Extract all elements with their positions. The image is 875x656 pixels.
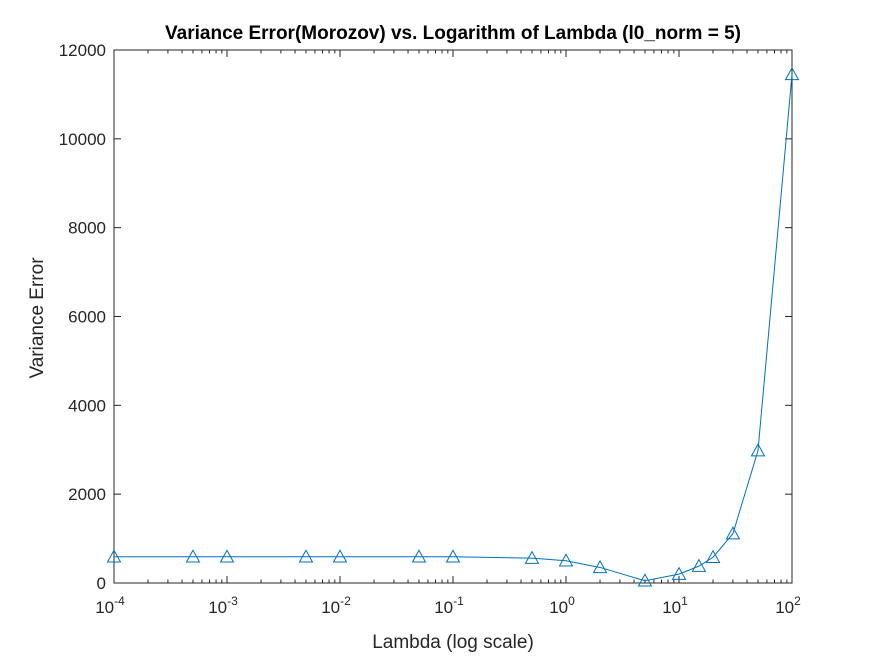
y-axis-label: Variance Error bbox=[27, 257, 48, 379]
series-line bbox=[114, 74, 793, 582]
y-tick-label: 2000 bbox=[68, 485, 106, 504]
data-point-marker bbox=[725, 526, 741, 540]
data-point-marker bbox=[705, 549, 721, 563]
data-series bbox=[106, 66, 800, 587]
data-point-marker bbox=[411, 549, 427, 563]
y-tick-label: 0 bbox=[97, 574, 106, 593]
x-axis-label: Lambda (log scale) bbox=[372, 632, 534, 653]
data-point-marker bbox=[185, 549, 201, 563]
x-tick-label: 101 bbox=[662, 594, 688, 617]
data-point-marker bbox=[671, 566, 687, 580]
y-tick-label: 4000 bbox=[68, 396, 106, 415]
axes: 10-4 10-3 10-2 10-1 100 101 102 0 2000 4000 6000 80… bbox=[59, 41, 801, 617]
data-point-marker bbox=[784, 66, 800, 81]
data-point-marker bbox=[592, 559, 608, 574]
x-tick-label: 102 bbox=[775, 594, 801, 617]
y-tick-label: 10000 bbox=[59, 130, 106, 149]
data-point-marker bbox=[558, 553, 574, 567]
y-tick-label: 8000 bbox=[68, 219, 106, 238]
x-tick-label: 10-4 bbox=[95, 594, 125, 617]
data-point-marker bbox=[750, 443, 766, 457]
x-tick-label: 10-2 bbox=[321, 594, 351, 617]
x-tick-label: 100 bbox=[549, 594, 575, 617]
x-tick-label: 10-1 bbox=[434, 594, 464, 617]
data-point-marker bbox=[219, 549, 235, 563]
data-point-marker bbox=[106, 549, 122, 563]
y-tick-label: 6000 bbox=[68, 308, 106, 327]
data-point-marker bbox=[524, 550, 540, 564]
x-tick-label: 10-3 bbox=[208, 594, 238, 617]
data-point-marker bbox=[691, 558, 707, 572]
y-tick-label: 12000 bbox=[59, 41, 106, 60]
data-point-marker bbox=[637, 573, 653, 587]
data-point-marker bbox=[445, 549, 461, 563]
data-point-marker bbox=[332, 549, 348, 563]
chart-title: Variance Error(Morozov) vs. Logarithm of… bbox=[165, 23, 741, 44]
data-point-marker bbox=[298, 549, 314, 563]
